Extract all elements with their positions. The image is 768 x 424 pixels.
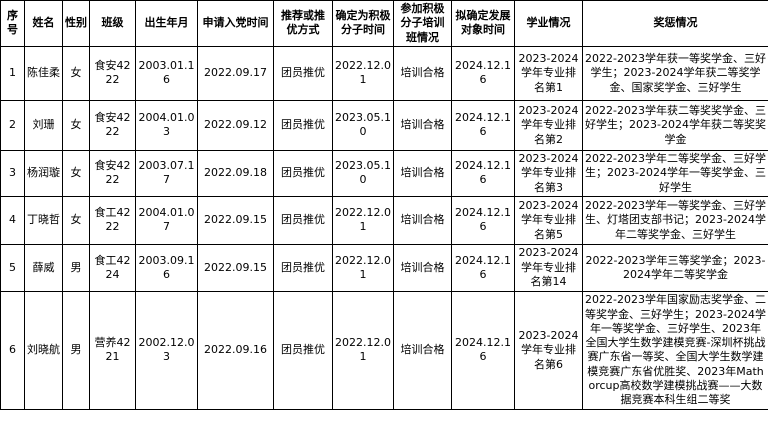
- cell-apply-time: 2022.09.18: [197, 149, 274, 197]
- column-header-academic: 学业情况: [514, 0, 583, 47]
- cell-recommend: 团员推优: [273, 243, 333, 292]
- cell-academic: 2023-2024学年专业排名第6: [514, 290, 583, 410]
- cell-apply-time: 2022.09.16: [197, 290, 274, 410]
- cell-target-time: 2024.12.16: [451, 195, 515, 245]
- cell-awards: 2022-2023学年获一等奖学金、三好学生；2023-2024学年获二等奖学金…: [582, 45, 768, 101]
- cell-class: 营养4221: [89, 290, 136, 410]
- cell-awards: 2022-2023学年三等奖学金；2023-2024学年二等奖学金: [582, 243, 768, 292]
- cell-training: 培训合格: [393, 290, 452, 410]
- column-header-name: 姓名: [24, 0, 63, 47]
- cell-apply-time: 2022.09.15: [197, 243, 274, 292]
- cell-class: 食工4224: [89, 243, 136, 292]
- table-row: 6 刘晓航男营养4221 2002.12.03 2022.09.16 团员推优 2022.…: [0, 290, 768, 410]
- table-header-row: 序号 姓名 性别 班级 出生年月 申请入党时间 推荐或推优方式 确定为积极分子时间 参加积极分子…: [0, 0, 768, 47]
- cell-awards: 2022-2023学年获二等奖奖学金、三好学生；2023-2024学年获二等奖奖…: [582, 99, 768, 151]
- cell-index: 3: [0, 149, 25, 197]
- development-candidates-table: 序号 姓名 性别 班级 出生年月 申请入党时间 推荐或推优方式 确定为积极分子时间 参加积极分子…: [0, 0, 768, 410]
- column-header-apply-time: 申请入党时间: [197, 0, 274, 47]
- column-header-training: 参加积极分子培训班情况: [393, 0, 452, 47]
- cell-training: 培训合格: [393, 149, 452, 197]
- cell-birth: 2004.01.03: [135, 99, 198, 151]
- cell-index: 2: [0, 99, 25, 151]
- cell-class: 食工4222: [89, 195, 136, 245]
- cell-class: 食安4222: [89, 149, 136, 197]
- cell-name: 丁晓哲: [24, 195, 63, 245]
- cell-recommend: 团员推优: [273, 99, 333, 151]
- cell-birth: 2003.07.17: [135, 149, 198, 197]
- table-row: 4 丁晓哲女食工4222 2004.01.07 2022.09.15 团员推优 2022.…: [0, 195, 768, 245]
- column-header-recommend: 推荐或推优方式: [273, 0, 333, 47]
- cell-index: 5: [0, 243, 25, 292]
- column-header-index: 序号: [0, 0, 25, 47]
- cell-target-time: 2024.12.16: [451, 290, 515, 410]
- cell-academic: 2023-2024学年专业排名第14: [514, 243, 583, 292]
- table-row: 5 薛威男食工4224 2003.09.16 2022.09.15 团员推优 2022.1…: [0, 243, 768, 292]
- cell-index: 4: [0, 195, 25, 245]
- cell-name: 刘晓航: [24, 290, 63, 410]
- cell-recommend: 团员推优: [273, 195, 333, 245]
- cell-birth: 2003.01.16: [135, 45, 198, 101]
- cell-activist-time: 2022.12.01: [332, 290, 394, 410]
- cell-academic: 2023-2024学年专业排名第2: [514, 99, 583, 151]
- cell-target-time: 2024.12.16: [451, 99, 515, 151]
- cell-academic: 2023-2024学年专业排名第1: [514, 45, 583, 101]
- cell-academic: 2023-2024学年专业排名第5: [514, 195, 583, 245]
- cell-activist-time: 2023.05.10: [332, 149, 394, 197]
- cell-birth: 2002.12.03: [135, 290, 198, 410]
- cell-training: 培训合格: [393, 195, 452, 245]
- cell-training: 培训合格: [393, 243, 452, 292]
- column-header-gender: 性别: [62, 0, 90, 47]
- cell-class: 食安4222: [89, 99, 136, 151]
- cell-gender: 男: [62, 290, 90, 410]
- cell-target-time: 2024.12.16: [451, 243, 515, 292]
- column-header-target-time: 拟确定发展对象时间: [451, 0, 515, 47]
- cell-apply-time: 2022.09.15: [197, 195, 274, 245]
- cell-academic: 2023-2024学年专业排名第3: [514, 149, 583, 197]
- cell-training: 培训合格: [393, 45, 452, 101]
- cell-training: 培训合格: [393, 99, 452, 151]
- cell-activist-time: 2022.12.01: [332, 45, 394, 101]
- table-row: 3 杨润璇女食安4222 2003.07.17 2022.09.18 团员推优 2023.…: [0, 149, 768, 197]
- column-header-awards: 奖惩情况: [582, 0, 768, 47]
- cell-target-time: 2024.12.16: [451, 45, 515, 101]
- cell-gender: 女: [62, 149, 90, 197]
- cell-activist-time: 2022.12.01: [332, 243, 394, 292]
- cell-apply-time: 2022.09.12: [197, 99, 274, 151]
- cell-awards: 2022-2023学年一等奖学金、三好学生、灯塔团支部书记；2023-2024学…: [582, 195, 768, 245]
- cell-index: 6: [0, 290, 25, 410]
- cell-activist-time: 2022.12.01: [332, 195, 394, 245]
- column-header-class: 班级: [89, 0, 136, 47]
- cell-birth: 2003.09.16: [135, 243, 198, 292]
- cell-name: 陈佳柔: [24, 45, 63, 101]
- cell-recommend: 团员推优: [273, 149, 333, 197]
- cell-recommend: 团员推优: [273, 45, 333, 101]
- cell-class: 食安4222: [89, 45, 136, 101]
- table-row: 2 刘珊女食安4222 2004.01.03 2022.09.12 团员推优 2023.0…: [0, 99, 768, 151]
- cell-gender: 女: [62, 99, 90, 151]
- table-body: 1 陈佳柔女食安4222 2003.01.16 2022.09.17 团员推优 2022.…: [0, 45, 768, 410]
- cell-birth: 2004.01.07: [135, 195, 198, 245]
- cell-apply-time: 2022.09.17: [197, 45, 274, 101]
- cell-awards: 2022-2023学年二等奖学金、三好学生；2023-2024学年一等奖学金、三…: [582, 149, 768, 197]
- cell-name: 刘珊: [24, 99, 63, 151]
- cell-name: 杨润璇: [24, 149, 63, 197]
- cell-gender: 男: [62, 243, 90, 292]
- column-header-activist-time: 确定为积极分子时间: [332, 0, 394, 47]
- cell-target-time: 2024.12.16: [451, 149, 515, 197]
- column-header-birth: 出生年月: [135, 0, 198, 47]
- cell-index: 1: [0, 45, 25, 101]
- cell-awards: 2022-2023学年国家励志奖学金、二等奖学金、三好学生；2023-2024学…: [582, 290, 768, 410]
- cell-gender: 女: [62, 45, 90, 101]
- cell-gender: 女: [62, 195, 90, 245]
- cell-recommend: 团员推优: [273, 290, 333, 410]
- cell-name: 薛威: [24, 243, 63, 292]
- table-row: 1 陈佳柔女食安4222 2003.01.16 2022.09.17 团员推优 2022.…: [0, 45, 768, 101]
- cell-activist-time: 2023.05.10: [332, 99, 394, 151]
